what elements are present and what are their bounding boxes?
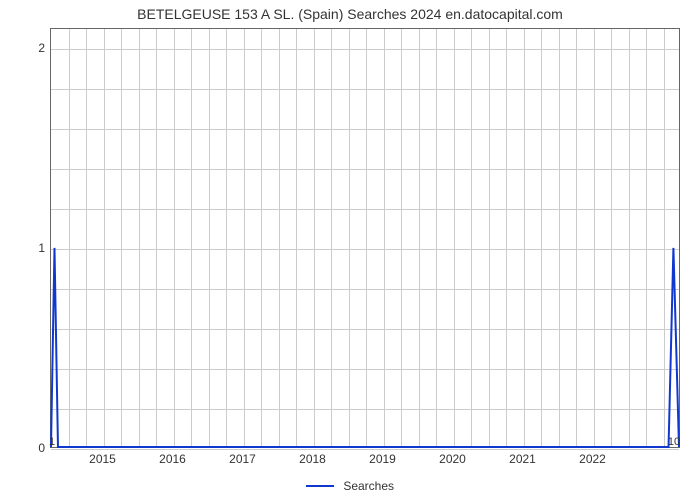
legend-swatch bbox=[306, 485, 334, 487]
legend-label: Searches bbox=[343, 479, 394, 493]
x-tick-label: 2019 bbox=[369, 452, 396, 466]
x-tick-label: 2022 bbox=[579, 452, 606, 466]
x-tick-label: 2016 bbox=[159, 452, 186, 466]
series-searches bbox=[51, 248, 679, 447]
y-tick-label: 0 bbox=[30, 441, 45, 455]
x-tick-label: 2020 bbox=[439, 452, 466, 466]
x-tick-label: 2017 bbox=[229, 452, 256, 466]
x-tick-label: 2015 bbox=[89, 452, 116, 466]
x-tick-label: 2018 bbox=[299, 452, 326, 466]
x-tick-label: 2021 bbox=[509, 452, 536, 466]
legend: Searches bbox=[0, 478, 700, 493]
x-end-label-right: 10 bbox=[668, 436, 680, 448]
y-tick-label: 2 bbox=[30, 41, 45, 55]
chart-title: BETELGEUSE 153 A SL. (Spain) Searches 20… bbox=[0, 6, 700, 22]
line-series bbox=[51, 29, 679, 447]
plot-area bbox=[50, 28, 680, 448]
y-tick-label: 1 bbox=[30, 241, 45, 255]
x-end-label-left: 1 bbox=[49, 436, 55, 448]
